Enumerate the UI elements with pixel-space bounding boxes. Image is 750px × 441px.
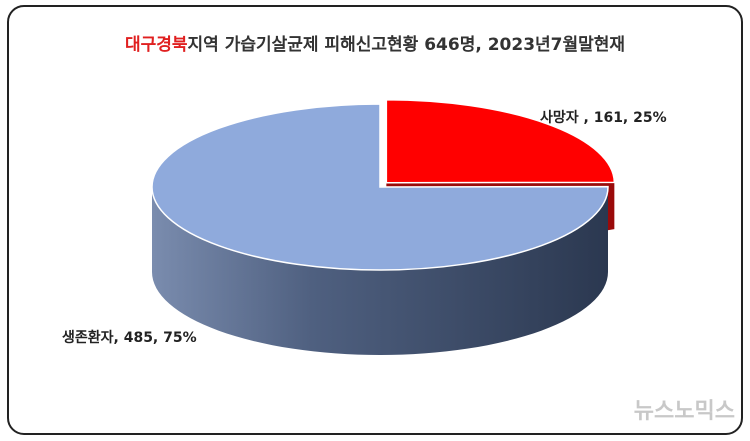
data-label: 사망자 , 161, 25% [540, 109, 667, 126]
watermark: 뉴스노믹스 [634, 399, 735, 424]
slice [151, 103, 609, 271]
slice [385, 98, 616, 184]
title-highlight: 대구경북 [125, 35, 188, 55]
slice-side [152, 187, 608, 355]
title-text: 지역 가습기살균제 피해신고현황 646명, 2023년7월말현재 [188, 34, 626, 55]
data-label: 생존환자, 485, 75% [62, 329, 197, 346]
chart-title: 대구경북지역 가습기살균제 피해신고현황 646명, 2023년7월말현재 [125, 34, 625, 55]
